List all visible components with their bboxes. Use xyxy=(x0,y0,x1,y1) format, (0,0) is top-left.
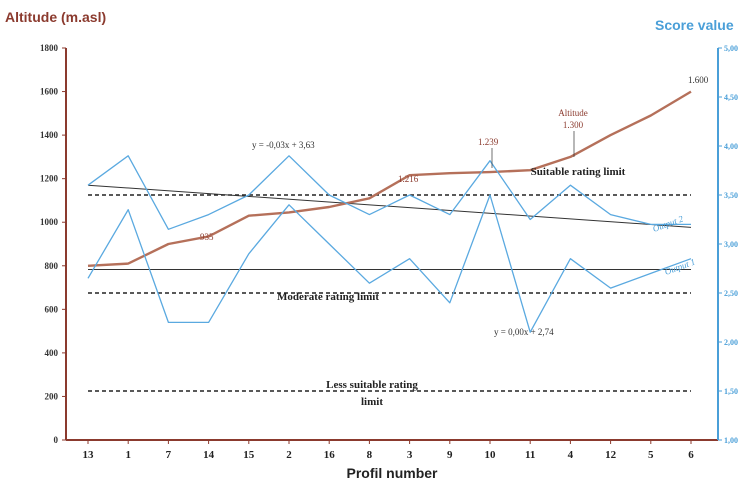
x-tick-label: 12 xyxy=(605,449,617,461)
left-tick-label: 800 xyxy=(45,261,59,271)
output1-label: Output 1 xyxy=(663,257,696,277)
data-series xyxy=(87,90,692,333)
trend-line-output2 xyxy=(87,184,692,228)
right-tick-label: 3,50 xyxy=(724,191,738,200)
annotation-1239: 1.239 xyxy=(478,137,499,147)
right-tick-label: 3,00 xyxy=(724,240,738,249)
right-tick-label: 2,50 xyxy=(724,289,738,298)
moderate-limit-label: Moderate rating limit xyxy=(277,291,379,303)
left-tick-label: 200 xyxy=(45,391,59,401)
x-tick-label: 9 xyxy=(447,449,453,461)
trend-equation-output2: y = -0,03x + 3,63 xyxy=(252,140,315,150)
x-tick-label: 11 xyxy=(525,449,535,461)
left-tick-label: 1400 xyxy=(40,130,59,140)
x-tick-label: 16 xyxy=(324,449,336,461)
x-tick-label: 15 xyxy=(243,449,255,461)
left-tick-label: 1000 xyxy=(40,217,59,227)
right-axis-title: Score value xyxy=(655,17,734,33)
left-axis-ticks: 0 200 400 600 800 1000 1200 1400 1600 1800 xyxy=(40,43,66,445)
less-suitable-limit-label-line2: limit xyxy=(361,396,383,408)
x-axis-ticks: 13 1 7 14 15 2 16 8 3 9 10 11 4 12 5 6 xyxy=(83,440,694,461)
x-tick-label: 7 xyxy=(166,449,172,461)
right-tick-label: 5,00 xyxy=(724,44,738,53)
right-tick-label: 4,00 xyxy=(724,142,738,151)
x-tick-label: 1 xyxy=(125,449,131,461)
altitude-line xyxy=(87,90,692,267)
suitable-limit-label: Suitable rating limit xyxy=(531,166,626,178)
x-tick-label: 8 xyxy=(367,449,373,461)
x-axis-title: Profil number xyxy=(346,465,438,481)
x-tick-label: 14 xyxy=(203,449,215,461)
output-1-line xyxy=(87,194,692,333)
x-tick-label: 10 xyxy=(485,449,497,461)
annotation-altitude-label: Altitude xyxy=(558,108,588,118)
less-suitable-limit-label-line1: Less suitable rating xyxy=(326,379,418,391)
output2-label: Output 2 xyxy=(651,213,685,233)
left-tick-label: 0 xyxy=(54,435,59,445)
left-axis-title: Altitude (m.asl) xyxy=(5,9,106,25)
x-tick-label: 13 xyxy=(83,449,95,461)
annotation-1600: 1.600 xyxy=(688,75,709,85)
left-tick-label: 600 xyxy=(45,304,59,314)
x-tick-label: 6 xyxy=(688,449,694,461)
right-tick-label: 2,00 xyxy=(724,338,738,347)
right-axis-ticks: 1,00 1,50 2,00 2,50 3,00 3,50 4,00 4,50 5,00 xyxy=(718,44,738,445)
left-tick-label: 1200 xyxy=(40,174,59,184)
trend-equation-output1: y = 0,00x + 2,74 xyxy=(494,327,554,337)
right-tick-label: 1,00 xyxy=(724,436,738,445)
x-tick-label: 5 xyxy=(648,449,654,461)
x-tick-label: 3 xyxy=(407,449,413,461)
x-tick-label: 4 xyxy=(568,449,574,461)
output-2-line xyxy=(87,155,691,230)
annotation-1300: 1.300 xyxy=(563,120,584,130)
annotation-1216: 1.216 xyxy=(398,174,419,184)
left-tick-label: 400 xyxy=(45,348,59,358)
left-tick-label: 1800 xyxy=(40,43,59,53)
x-tick-label: 2 xyxy=(286,449,292,461)
left-tick-label: 1600 xyxy=(40,87,59,97)
right-tick-label: 1,50 xyxy=(724,387,738,396)
trend-lines xyxy=(87,184,692,270)
annotation-935: 935 xyxy=(200,232,214,242)
right-tick-label: 4,50 xyxy=(724,93,738,102)
rating-limits xyxy=(88,194,691,392)
